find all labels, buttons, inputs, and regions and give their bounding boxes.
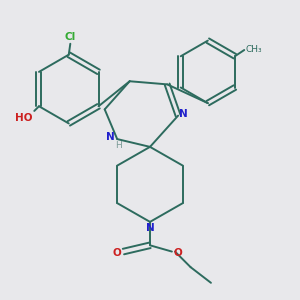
Text: N: N <box>106 133 115 142</box>
Text: O: O <box>173 248 182 257</box>
Text: Cl: Cl <box>65 32 76 42</box>
Text: CH₃: CH₃ <box>245 45 262 54</box>
Text: N: N <box>146 224 154 233</box>
Text: N: N <box>179 109 188 119</box>
Text: O: O <box>112 248 121 258</box>
Text: H: H <box>116 141 122 150</box>
Text: HO: HO <box>15 112 33 122</box>
